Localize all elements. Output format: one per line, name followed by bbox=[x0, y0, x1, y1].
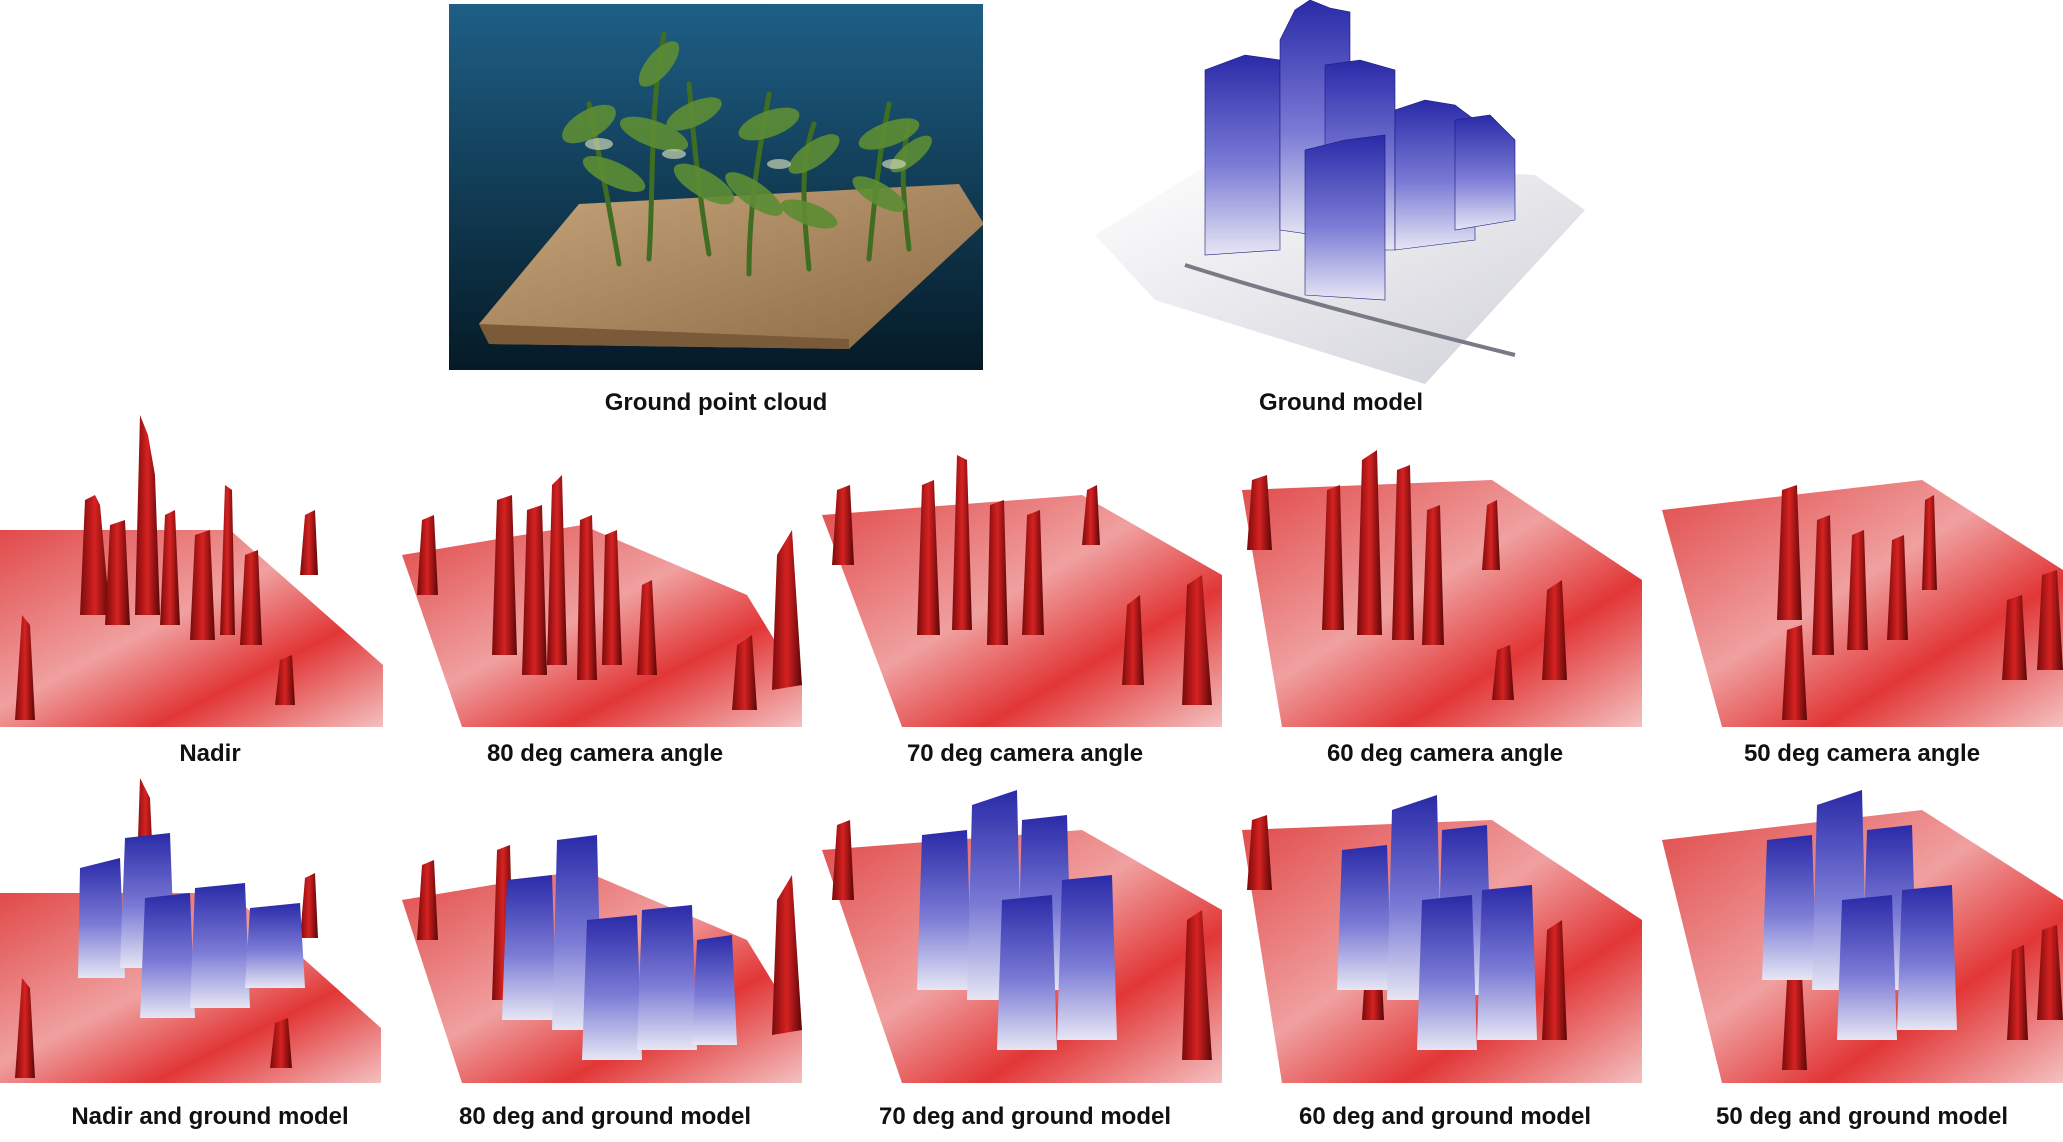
ground-point-cloud-image bbox=[449, 4, 983, 370]
caption-50deg: 50 deg camera angle bbox=[1743, 740, 1981, 767]
caption-70deg-and-ground-model: 70 deg and ground model bbox=[878, 1103, 1172, 1130]
red-surface-70deg bbox=[822, 455, 1222, 727]
overlay-50deg bbox=[1662, 790, 2063, 1083]
caption-nadir: Nadir bbox=[179, 740, 241, 767]
overlay-60deg bbox=[1242, 790, 1642, 1083]
caption-ground-model: Ground model bbox=[1259, 389, 1423, 416]
overlay-70deg bbox=[822, 790, 1222, 1083]
caption-80deg-and-ground-model: 80 deg and ground model bbox=[458, 1103, 752, 1130]
caption-60deg: 60 deg camera angle bbox=[1326, 740, 1564, 767]
red-surface-60deg bbox=[1242, 450, 1642, 727]
red-surface-50deg bbox=[1662, 480, 2063, 727]
ground-model-image bbox=[1095, 0, 1585, 384]
caption-70deg: 70 deg camera angle bbox=[906, 740, 1144, 767]
red-surface-80deg bbox=[402, 475, 802, 727]
caption-80deg: 80 deg camera angle bbox=[486, 740, 724, 767]
caption-50deg-and-ground-model: 50 deg and ground model bbox=[1715, 1103, 2009, 1130]
caption-60deg-and-ground-model: 60 deg and ground model bbox=[1298, 1103, 1592, 1130]
caption-nadir-and-ground-model: Nadir and ground model bbox=[71, 1103, 349, 1130]
overlay-80deg bbox=[402, 820, 802, 1083]
overlay-nadir bbox=[0, 778, 381, 1083]
caption-ground-point-cloud: Ground point cloud bbox=[604, 389, 828, 416]
red-surface-nadir bbox=[0, 415, 383, 727]
